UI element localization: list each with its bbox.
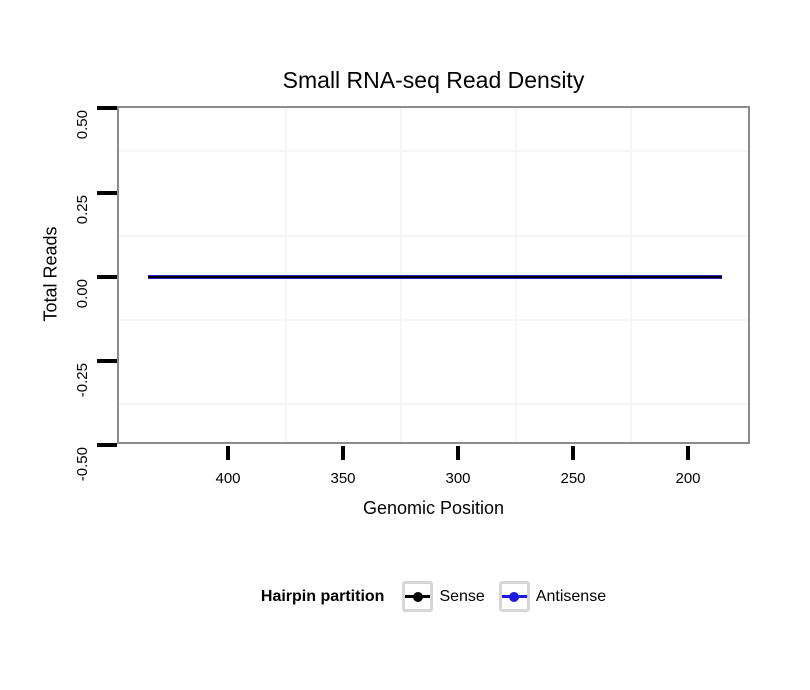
legend-entry-sense: Sense — [402, 581, 485, 612]
sense-point-icon — [412, 591, 423, 602]
x-axis-tick — [341, 446, 345, 460]
plot-panel — [117, 106, 750, 444]
x-axis-tick — [686, 446, 690, 460]
minor-gridline-horizontal — [119, 319, 748, 321]
y-axis-tick — [97, 275, 117, 279]
y-tick-label: 0.25 — [74, 195, 91, 225]
x-axis-tick — [226, 446, 230, 460]
legend-key-sense-icon — [402, 581, 434, 612]
antisense-point-icon — [509, 591, 520, 602]
minor-gridline-horizontal — [119, 150, 748, 152]
y-axis-tick — [97, 443, 117, 447]
x-axis-tick — [571, 446, 575, 460]
y-axis-tick — [97, 359, 117, 363]
y-axis-title: Total Reads — [40, 226, 61, 322]
legend: Hairpin partition Sense Antisense — [117, 580, 750, 613]
legend-entry-antisense: Antisense — [498, 581, 607, 612]
x-axis-title: Genomic Position — [362, 498, 505, 518]
y-tick-label: 0.00 — [74, 279, 91, 309]
legend-label-antisense: Antisense — [535, 587, 607, 605]
minor-gridline-horizontal — [119, 235, 748, 237]
x-tick-label: 250 — [560, 470, 586, 487]
y-tick-label: 0.50 — [74, 110, 91, 140]
x-tick-label: 350 — [330, 470, 356, 487]
x-tick-label: 400 — [215, 470, 241, 487]
legend-label-sense: Sense — [439, 587, 485, 605]
sense-data-line — [148, 276, 722, 278]
y-tick-label: -0.25 — [74, 363, 91, 398]
y-axis-tick — [97, 191, 117, 195]
legend-key-antisense-icon — [498, 581, 530, 612]
x-axis-tick — [456, 446, 460, 460]
minor-gridline-horizontal — [119, 403, 748, 405]
y-axis-tick — [97, 106, 117, 110]
legend-title: Hairpin partition — [260, 587, 385, 605]
y-tick-label: -0.50 — [74, 447, 91, 482]
antisense-data-line — [148, 275, 722, 279]
x-tick-label: 200 — [675, 470, 701, 487]
chart-title: Small RNA-seq Read Density — [282, 67, 585, 93]
x-tick-label: 300 — [445, 470, 471, 487]
